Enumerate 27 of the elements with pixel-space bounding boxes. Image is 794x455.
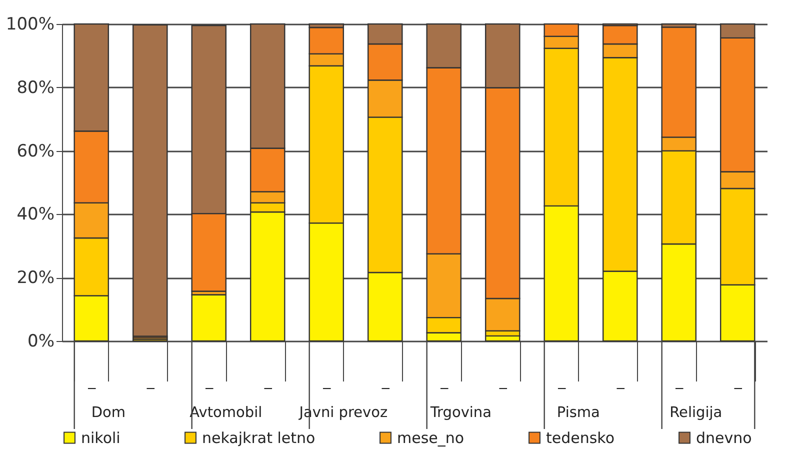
legend-label: nekajkrat letno [202, 428, 316, 447]
y-tick-label: 100% [6, 14, 54, 34]
legend-label: nikoli [81, 428, 120, 447]
legend-label: tedensko [546, 428, 615, 447]
x-tick-label: _ [204, 372, 214, 390]
x-tick-label: _ [263, 372, 272, 390]
x-tick-label: _ [440, 372, 449, 390]
text: Pisma [556, 405, 600, 421]
text: Religija [670, 405, 722, 421]
legend-label: mese_no [397, 428, 464, 447]
x-tick-label: _ [87, 372, 96, 390]
y-tick-label: 80% [16, 78, 54, 98]
x-tick-label: _ [498, 372, 508, 390]
x-tick-label: _ [557, 372, 566, 390]
y-tick-label: 40% [16, 204, 54, 225]
x-tick-label: _ [733, 372, 742, 390]
x-tick-label: _ [674, 372, 684, 390]
x-tick-label: _ [380, 372, 390, 390]
legend-label: dnevno [696, 428, 752, 447]
text: Dom [91, 405, 126, 421]
x-tick-label: _ [616, 372, 625, 390]
y-tick-label: 0% [28, 332, 54, 352]
y-tick-label: 20% [16, 268, 54, 288]
x-tick-label: _ [146, 372, 155, 390]
y-tick-label: 60% [16, 141, 54, 162]
x-tick-label: _ [322, 372, 332, 390]
text: Trgovina [429, 405, 492, 421]
